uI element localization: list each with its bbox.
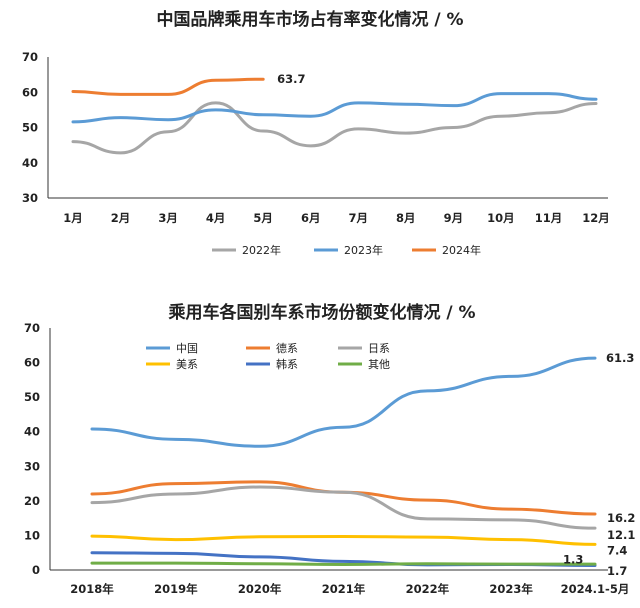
series-line-2 [90, 480, 597, 516]
data-label: 63.7 [277, 72, 305, 86]
chart-market-share-chinese-brands: 中国品牌乘用车市场占有率变化情况 / % 30 40 50 60 70 1月 2月 3月 4月 5月… [22, 9, 610, 257]
x-tick-label: 2023年 [489, 582, 533, 596]
series-line-4 [90, 534, 597, 546]
y-tick-label: 0 [32, 563, 40, 577]
data-label: 1.7 [607, 564, 627, 578]
y-tick-label: 20 [24, 494, 40, 508]
y-tick-label: 40 [24, 425, 40, 439]
y-tick-label: 30 [24, 459, 40, 473]
data-label: 1.3 [563, 553, 583, 567]
series-line-1 [90, 356, 597, 448]
x-tick-label: 6月 [301, 211, 321, 225]
x-tick-label: 12月 [582, 211, 610, 225]
series-line-6 [90, 561, 597, 566]
x-tick-label: 2月 [111, 211, 131, 225]
x-tick-label: 7月 [349, 211, 369, 225]
legend-label: 韩系 [276, 357, 298, 371]
data-label: 12.1 [607, 528, 635, 542]
series-line-1 [71, 101, 598, 155]
x-tick-label: 1月 [63, 211, 83, 225]
legend-label: 中国 [176, 342, 198, 355]
y-tick-label: 50 [22, 121, 38, 135]
series-line-3 [71, 77, 265, 96]
data-label: 16.2 [607, 511, 635, 525]
chart-title: 中国品牌乘用车市场占有率变化情况 / % [156, 9, 463, 30]
legend-label: 2023年 [344, 243, 383, 257]
y-tick-label: 60 [24, 356, 40, 370]
x-tick-label: 5月 [253, 211, 273, 225]
series-line-2 [71, 92, 598, 124]
x-tick-label: 2024.1-5月 [561, 582, 630, 596]
x-tick-label: 8月 [396, 211, 416, 225]
y-tick-label: 50 [24, 390, 40, 404]
x-tick-label: 2020年 [238, 582, 282, 596]
y-tick-label: 10 [24, 528, 40, 542]
legend-label: 日系 [368, 342, 390, 355]
x-tick-label: 11月 [535, 211, 563, 225]
y-tick-label: 70 [24, 321, 40, 335]
x-tick-label: 9月 [444, 211, 464, 225]
y-tick-label: 70 [22, 50, 38, 64]
legend-label: 2024年 [442, 243, 481, 257]
series-line-3 [90, 485, 597, 530]
legend-label: 2022年 [242, 243, 281, 257]
x-tick-label: 3月 [158, 211, 178, 225]
x-tick-label: 2019年 [154, 582, 198, 596]
x-tick-label: 10月 [487, 211, 515, 225]
legend-label: 美系 [176, 358, 198, 371]
y-tick-label: 60 [22, 85, 38, 99]
x-tick-label: 4月 [206, 211, 226, 225]
chart-title: 乘用车各国别车系市场份额变化情况 / % [167, 302, 475, 323]
data-label: 61.3 [606, 351, 634, 365]
data-label: 7.4 [607, 543, 627, 557]
legend-label: 德系 [276, 341, 298, 355]
x-tick-label: 2021年 [322, 582, 366, 596]
x-tick-label: 2018年 [70, 582, 114, 596]
chart-market-share-by-country: 乘用车各国别车系市场份额变化情况 / % 0 10 20 30 40 50 60 70 2018年… [24, 302, 635, 596]
x-tick-label: 2022年 [406, 582, 450, 596]
y-tick-label: 30 [22, 191, 38, 205]
y-tick-label: 40 [22, 156, 38, 170]
legend-label: 其他 [368, 358, 390, 371]
